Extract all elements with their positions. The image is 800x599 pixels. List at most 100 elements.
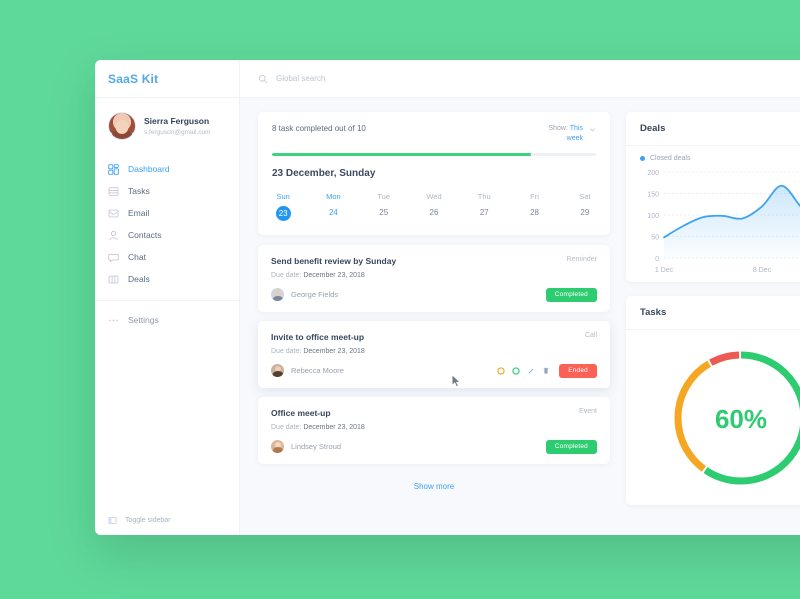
progress-bar [272,153,596,156]
task-kind: Reminder [566,255,597,263]
sidebar-item-deals[interactable]: Deals [95,268,239,290]
task-card[interactable]: Office meet-up Event Due date: December 23… [258,396,610,464]
avatar [108,112,136,140]
day-name: Mon [326,191,341,201]
svg-text:1 Dec: 1 Dec [655,267,674,274]
svg-text:150: 150 [647,191,659,198]
sidebar-item-contacts[interactable]: Contacts [95,224,239,246]
task-due: Due date: December 23, 2018 [271,424,597,431]
deals-legend: Closed deals [626,146,800,162]
day-cell-tue[interactable]: Tue 25 [359,192,409,221]
sidebar-item-label: Tasks [128,186,150,196]
day-name: Sat [579,191,591,201]
tasks-donut-title: Tasks [640,307,667,318]
sidebar-toggle-icon [108,517,117,524]
day-name: Thu [477,191,491,201]
task-due-prefix: Due date: [271,423,302,431]
tasks-donut-chart: 60% [626,330,800,505]
day-name: Wed [426,191,442,201]
widgets-column: Deals Closed deals 0 50 100 150 200 1 Dec 8 De… [626,112,800,535]
day-cell-sat[interactable]: Sat 29 [560,192,610,221]
mouse-cursor-icon [451,374,461,388]
profile-name: Sierra Ferguson [144,115,210,126]
task-actions [497,366,550,375]
delete-trash-icon[interactable] [542,367,550,375]
avatar [271,364,284,377]
chat-bubble-icon [108,253,119,262]
task-title: Send benefit review by Sunday [271,255,397,266]
sidebar-item-dashboard[interactable]: Dashboard [95,158,239,180]
grid-icon [108,163,119,175]
svg-text:8 Dec: 8 Dec [753,267,772,274]
sidebar-item-label: Contacts [128,230,162,240]
day-cell-sun[interactable]: Sun 23 [258,192,308,221]
legend-dot-icon [640,156,645,161]
search-icon [258,74,268,83]
sidebar-item-chat[interactable]: Chat [95,246,239,268]
chevron-down-icon[interactable] [589,126,596,133]
edit-pencil-icon[interactable] [527,367,535,375]
avatar [271,288,284,301]
task-list: Send benefit review by Sunday Reminder Due… [258,244,610,464]
day-number: 28 [530,207,539,217]
sidebar-item-label: Settings [128,315,159,325]
day-name: Tue [377,191,391,201]
day-number: 24 [328,207,338,217]
day-cell-mon[interactable]: Mon 24 [308,192,358,221]
task-kind: Event [579,407,597,415]
avatar [271,440,284,453]
tasks-summary-card: 8 task completed out of 10 Show: This we… [258,112,610,235]
day-number: 27 [479,207,489,217]
deals-title: Deals [640,123,666,134]
status-badge: Ended [559,363,597,378]
day-number: 25 [379,207,389,217]
envelope-icon [108,209,119,217]
deals-panel: Deals Closed deals 0 50 100 150 200 1 Dec 8 De… [626,112,800,282]
sidebar-item-label: Dashboard [128,164,170,174]
date-title: 23 December, Sunday [272,167,376,179]
sidebar-item-settings[interactable]: Settings [95,309,239,331]
day-cell-thu[interactable]: Thu 27 [459,192,509,221]
toggle-sidebar-label: Toggle sidebar [125,517,171,524]
list-icon [108,186,119,196]
day-number: 23 [275,205,291,221]
global-search[interactable] [258,74,456,84]
brand-logo[interactable]: SaaS Kit [95,60,239,98]
status-badge: Completed [545,287,597,302]
ellipsis-icon [109,319,118,321]
task-title: Invite to office meet-up [271,331,365,342]
day-number: 29 [580,207,590,217]
task-card[interactable]: Invite to office meet-up Call Due date: De… [258,320,610,388]
sidebar-item-label: Deals [128,274,150,284]
task-card[interactable]: Send benefit review by Sunday Reminder Due… [258,244,610,312]
day-cell-fri[interactable]: Fri 28 [509,192,559,221]
task-due-date: December 23, 2018 [303,271,365,279]
complete-circle-icon[interactable] [512,366,520,375]
sidebar-divider [95,300,239,301]
show-filter-value: This week [566,125,583,142]
search-input[interactable] [276,74,456,83]
day-name: Fri [530,191,539,201]
task-kind: Call [584,331,597,339]
day-name: Sun [276,191,290,201]
task-due: Due date: December 23, 2018 [271,272,597,279]
task-person: Lindsey Stroud [291,442,342,451]
day-cell-wed[interactable]: Wed 26 [409,192,459,221]
sidebar-item-email[interactable]: Email [95,202,239,224]
user-profile[interactable]: Sierra Ferguson s.ferguson@gmail.com [95,98,239,152]
task-title: Office meet-up [271,407,331,418]
task-person: Rebecca Moore [291,366,344,375]
sidebar-item-label: Email [128,208,150,218]
toggle-sidebar-button[interactable]: Toggle sidebar [95,516,171,525]
pending-circle-icon[interactable] [497,366,505,375]
svg-text:0: 0 [655,256,659,263]
sidebar-item-tasks[interactable]: Tasks [95,180,239,202]
app-window: SaaS Kit Sierra Ferguson s.ferguson@gmai… [95,60,800,535]
task-due-date: December 23, 2018 [303,423,365,431]
sidebar: SaaS Kit Sierra Ferguson s.ferguson@gmai… [95,60,240,535]
task-due: Due date: December 23, 2018 [271,348,597,355]
task-person: George Fields [291,290,339,299]
show-more-button[interactable]: Show more [413,481,455,491]
show-filter[interactable]: Show: This week [535,124,583,144]
